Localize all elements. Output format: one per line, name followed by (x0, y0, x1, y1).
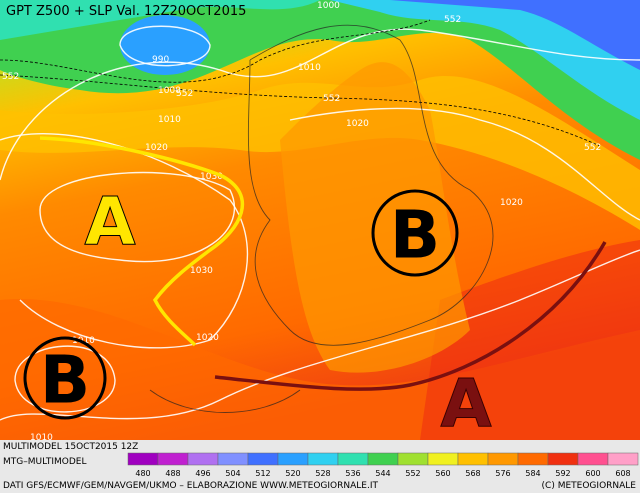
field-blue (390, 0, 640, 70)
legend-swatch (187, 452, 219, 466)
legend-swatch (457, 452, 489, 466)
legend-label: 480 (135, 469, 150, 478)
source-label: MTG–MULTIMODEL (3, 457, 87, 467)
map-title: GPT Z500 + SLP Val. 12Z20OCT2015 (6, 4, 246, 19)
contour-label: 552 (323, 94, 340, 104)
low-circle (371, 189, 459, 277)
run-label: MULTIMODEL 15OCT2015 12Z (3, 442, 138, 452)
legend-swatch (487, 452, 519, 466)
contour-label: 552 (584, 143, 601, 153)
contour-label: 1000 (317, 1, 340, 11)
legend-label: 528 (315, 469, 330, 478)
field-yellow (0, 76, 640, 230)
legend-label: 608 (615, 469, 630, 478)
legend-swatch (517, 452, 549, 466)
low-circle (23, 336, 107, 420)
ridge-line (214, 241, 607, 391)
contour-label: 1010 (298, 63, 321, 73)
legend-swatch (247, 452, 279, 466)
contour-label: 1030 (200, 172, 223, 182)
footer-panel (0, 440, 640, 493)
legend-swatch (577, 452, 609, 466)
legend-label: 512 (255, 469, 270, 478)
legend-label: 576 (495, 469, 510, 478)
field-red (420, 240, 640, 440)
field-teal (0, 0, 320, 40)
contour-label: 1010 (30, 433, 53, 443)
legend: 480 488 496 504 512 520 528 536 544 552 560 568 576 5… (127, 452, 639, 478)
copyright: (C) METEOGIORNALE (542, 481, 637, 491)
legend-label: 584 (525, 469, 540, 478)
legend-label: 560 (435, 469, 450, 478)
high-pressure: A (440, 366, 491, 443)
field-cyan (330, 0, 640, 120)
contour-label: 1020 (145, 143, 168, 153)
contour-label: 552 (2, 72, 19, 82)
contour-label: 552 (444, 15, 461, 25)
legend-label: 552 (405, 469, 420, 478)
legend-swatch (157, 452, 189, 466)
legend-swatch (547, 452, 579, 466)
legend-swatch (607, 452, 639, 466)
legend-swatch (307, 452, 339, 466)
legend-label: 568 (465, 469, 480, 478)
contour-label: 990 (152, 55, 169, 65)
legend-label: 592 (555, 469, 570, 478)
legend-label: 520 (285, 469, 300, 478)
legend-label: 536 (345, 469, 360, 478)
legend-label: 496 (195, 469, 210, 478)
low-pressure: B (40, 342, 90, 419)
legend-swatch (217, 452, 249, 466)
legend-swatch (277, 452, 309, 466)
contour-label: 1020 (346, 119, 369, 129)
legend-label: 544 (375, 469, 390, 478)
legend-swatch (337, 452, 369, 466)
legend-swatch (397, 452, 429, 466)
credits: DATI GFS/ECMWF/GEM/NAVGEM/UKMO – ELABORA… (3, 481, 378, 491)
contour-label: 1020 (196, 333, 219, 343)
legend-swatch (367, 452, 399, 466)
high-pressure: A (84, 184, 135, 261)
contour-label: 552 (176, 89, 193, 99)
legend-label: 600 (585, 469, 600, 478)
legend-swatch (127, 452, 159, 466)
legend-label: 488 (165, 469, 180, 478)
contour-label: 1010 (158, 115, 181, 125)
contour-label: 1020 (500, 198, 523, 208)
ridge-line (39, 136, 245, 347)
contour-label: 1000 (158, 86, 181, 96)
legend-label: 504 (225, 469, 240, 478)
low-pressure: B (390, 197, 440, 274)
legend-swatch (427, 452, 459, 466)
contour-label: 1030 (190, 266, 213, 276)
